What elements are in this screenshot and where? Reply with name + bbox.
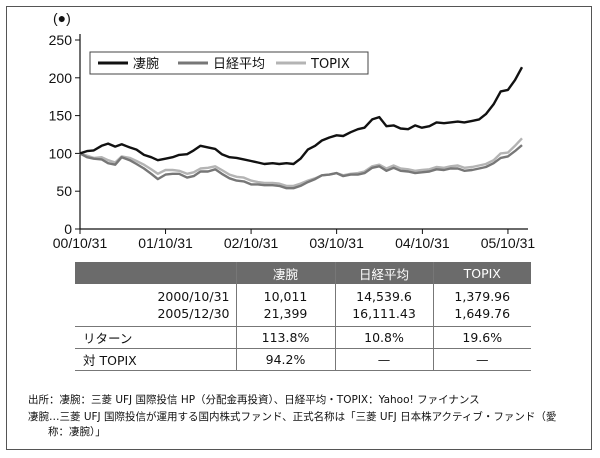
x-tick-label: 05/10/31 <box>481 235 536 251</box>
row-label: リターン <box>75 326 236 349</box>
table-row: リターン 113.8% 10.8% 19.6% <box>75 326 531 349</box>
x-tick-label: 03/10/31 <box>309 235 364 251</box>
y-tick-label: 0 <box>64 221 72 237</box>
table-row: 対 TOPIX 94.2% — — <box>75 348 531 371</box>
row-label: 対 TOPIX <box>75 348 236 371</box>
topix-series-line <box>79 137 523 188</box>
x-tick-label: 02/10/31 <box>224 235 279 251</box>
source-note: 出所：凄腕：三菱 UFJ 国際投信 HP（分配金再投資）、日経平均・TOPIX：… <box>28 394 480 406</box>
table-cell: 1,649.76 <box>432 305 531 327</box>
table-header-blank <box>75 262 236 284</box>
figure-frame <box>6 6 592 450</box>
table-cell: 16,111.43 <box>334 305 433 327</box>
table-row: 2005/12/30 21,399 16,111.43 1,649.76 <box>75 305 531 327</box>
row-label: 2000/10/31 <box>157 289 230 304</box>
fund-note: 凄腕…三菱 UFJ 国際投信が運用する国内株式ファンド、正式名称は「三菱 UFJ… <box>28 411 557 423</box>
table-cell: 10,011 <box>235 284 335 305</box>
y-tick-label: 200 <box>49 70 73 86</box>
y-tick-label: 250 <box>49 32 73 48</box>
x-tick-label: 00/10/31 <box>53 235 108 251</box>
table-header-fund: 凄腕 <box>235 262 335 284</box>
y-tick-label: 100 <box>49 145 73 161</box>
nikkei-series-line <box>79 144 523 190</box>
legend-label-nikkei: 日経平均 <box>213 57 265 72</box>
table-cell: 21,399 <box>235 305 335 327</box>
y-tick-label: 150 <box>49 108 73 124</box>
table-row: 2000/10/31 10,011 14,539.6 1,379.96 <box>75 284 531 305</box>
table-cell: 94.2% <box>235 348 335 371</box>
fund-series-line <box>79 66 524 166</box>
line-chart: (●) 0 50 100 150 200 250 00/10/31 01/10/31 02/10/… <box>49 10 536 251</box>
legend-label-topix: TOPIX <box>310 57 350 72</box>
table-cell: 19.6% <box>432 326 531 349</box>
legend-label-fund: 凄腕 <box>133 56 159 72</box>
table-cell: 113.8% <box>235 326 335 349</box>
table-header-nikkei: 日経平均 <box>334 262 433 284</box>
y-tick-label: 50 <box>56 183 72 199</box>
table-cell: 14,539.6 <box>334 284 433 305</box>
x-tick-label: 01/10/31 <box>138 235 193 251</box>
table-cell: 10.8% <box>334 326 433 349</box>
x-tick-label: 04/10/31 <box>395 235 450 251</box>
table-cell: — <box>334 348 433 371</box>
table-cell: — <box>432 348 531 371</box>
legend-box <box>89 51 369 75</box>
y-axis-unit-label: (●) <box>53 10 71 26</box>
row-label: 2005/12/30 <box>157 306 230 321</box>
table-cell: 1,379.96 <box>432 284 531 305</box>
returns-table: 凄腕 日経平均 TOPIX 2000/10/31 10,011 14,539.6… <box>75 262 531 371</box>
table-header-topix: TOPIX <box>432 262 531 284</box>
table-header-row: 凄腕 日経平均 TOPIX <box>75 262 531 284</box>
fund-note-continued: 称：凄腕）」 <box>48 426 106 438</box>
